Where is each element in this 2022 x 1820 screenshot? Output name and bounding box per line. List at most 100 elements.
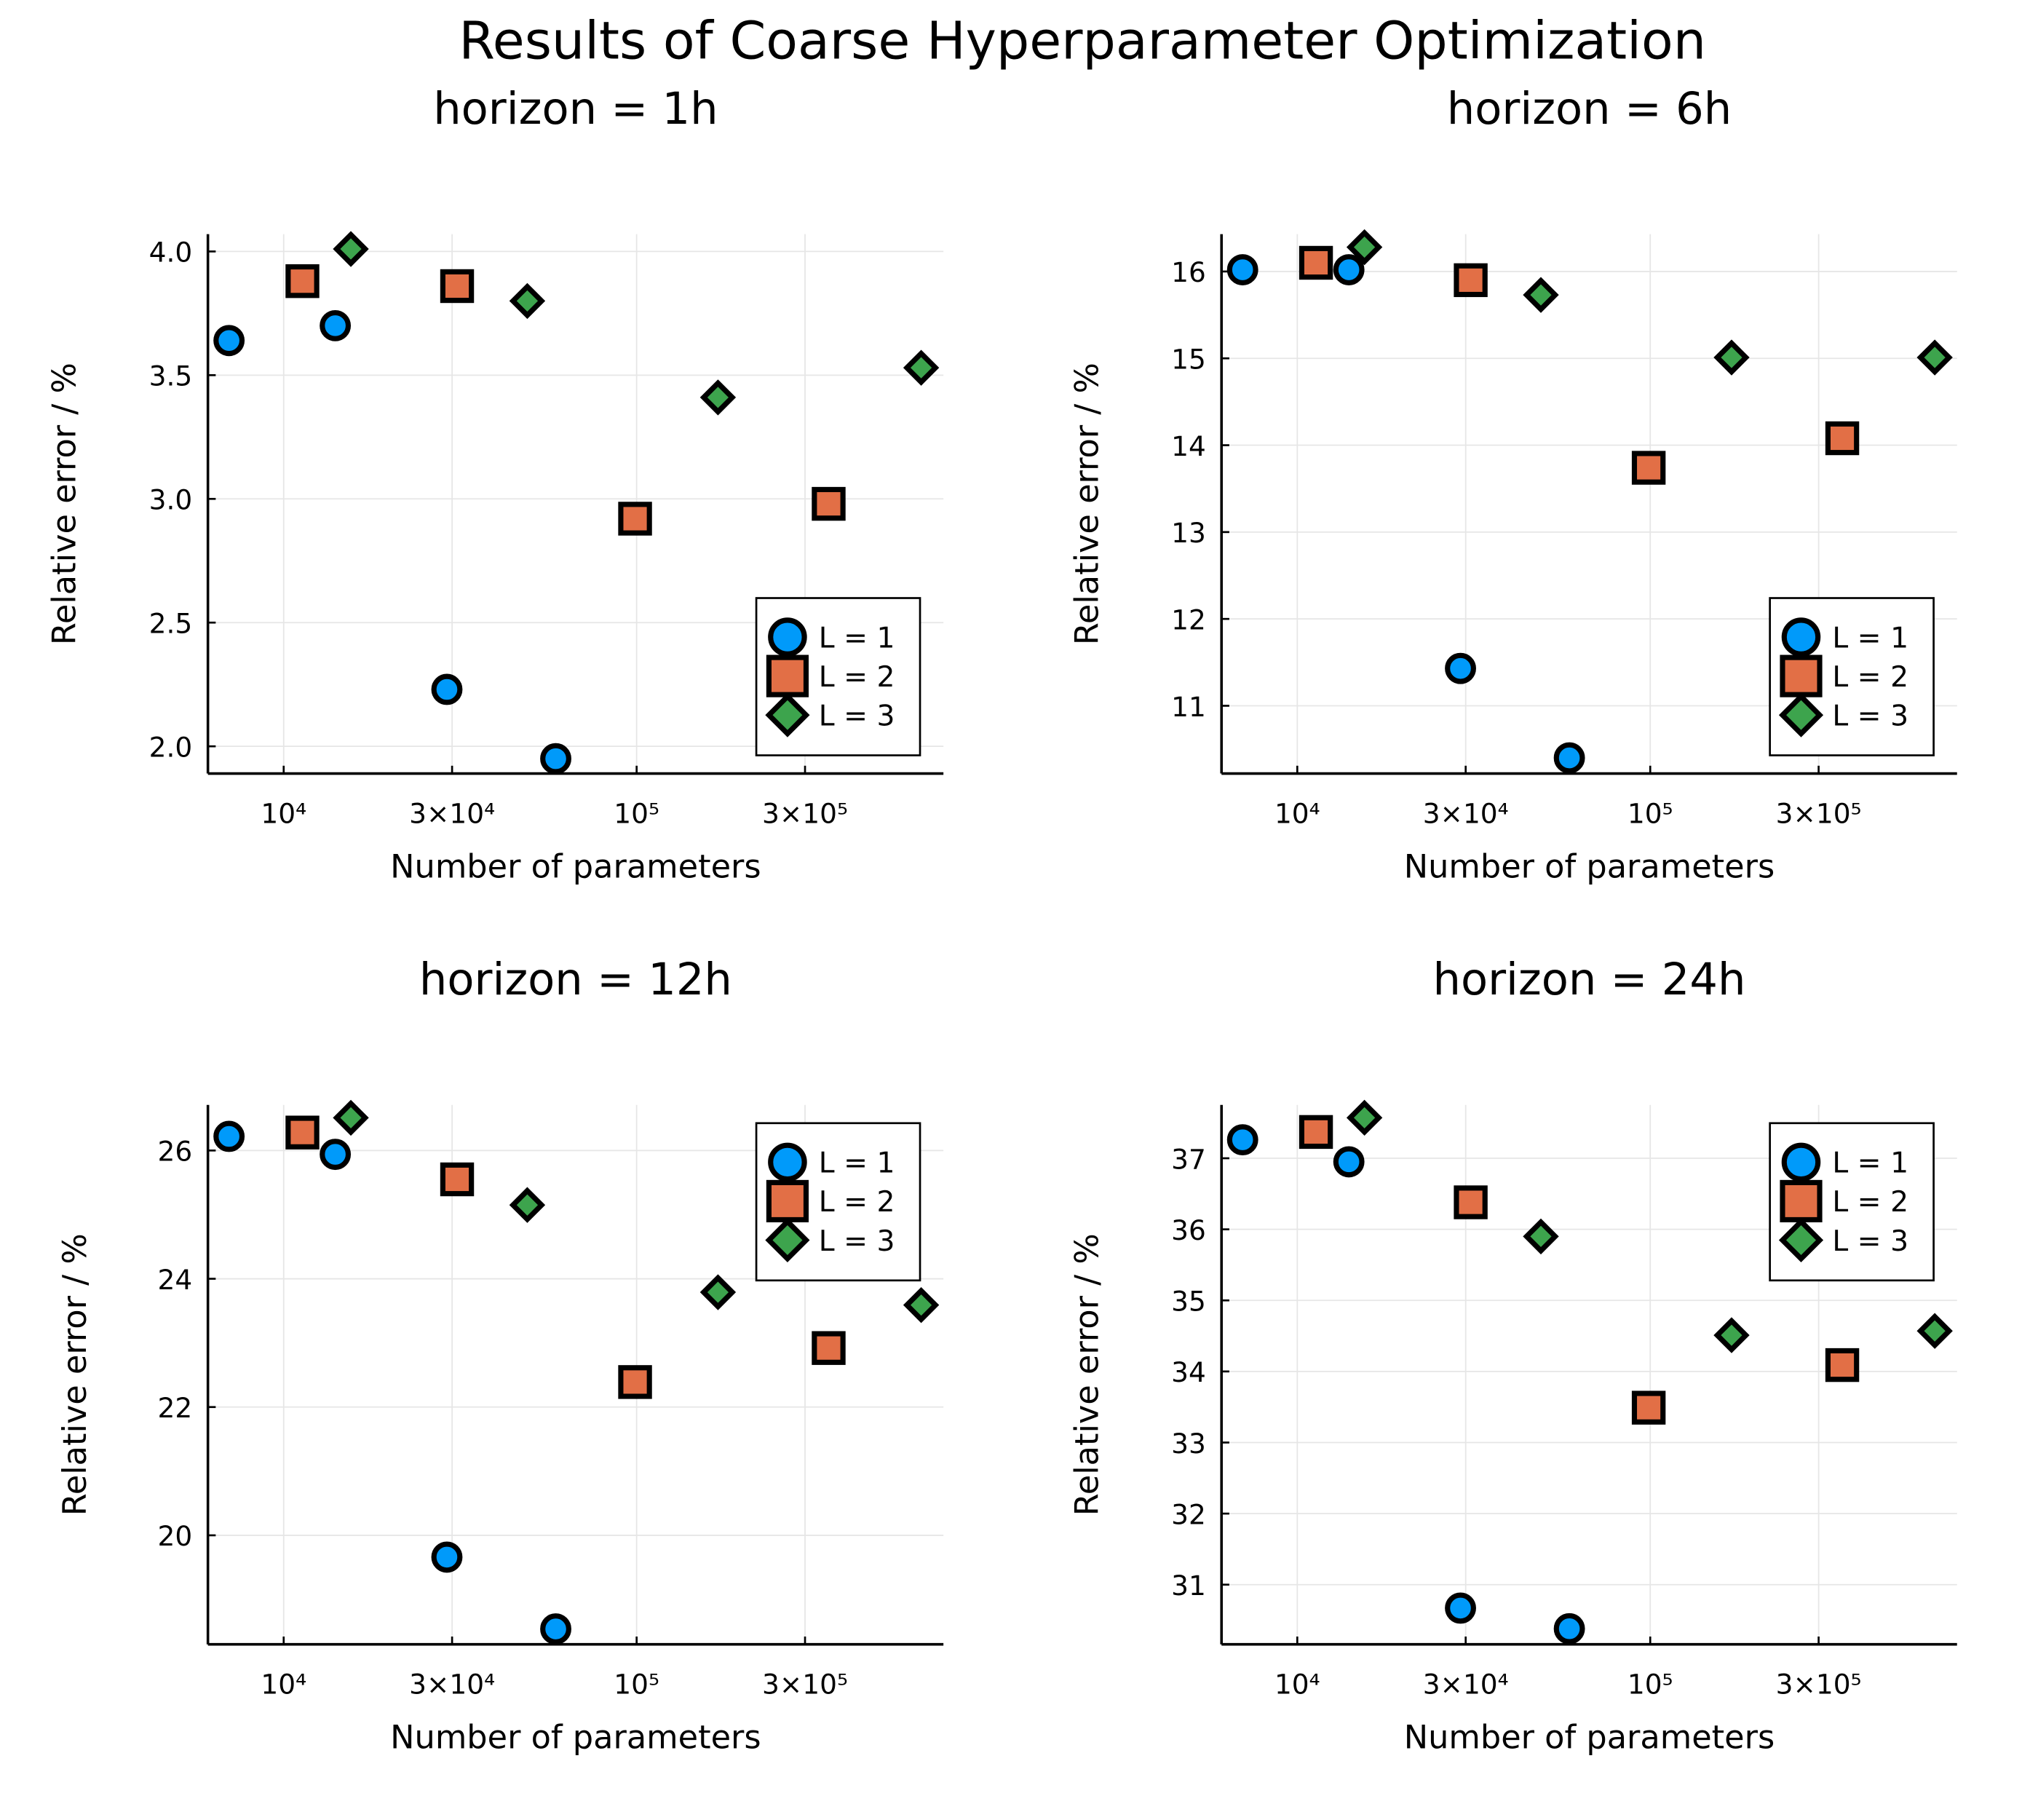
y-tick-label: 11: [1171, 691, 1206, 723]
x-tick-label: 3×10⁴: [409, 797, 495, 829]
x-tick-label: 3×10⁵: [762, 797, 848, 829]
data-point-square: [1299, 1115, 1333, 1150]
y-tick-label: 3.5: [149, 360, 193, 392]
y-axis-label: Relative error / %: [46, 363, 84, 645]
x-axis-label: Number of parameters: [390, 847, 761, 885]
data-point-circle: [431, 673, 463, 705]
legend-label: L = 1: [1832, 622, 1908, 654]
legend-marker-square: [1780, 1179, 1823, 1223]
legend: L = 1 L = 2 L = 3: [1769, 597, 1935, 756]
data-point-diamond: [699, 379, 737, 416]
y-tick-label: 24: [158, 1264, 193, 1296]
data-point-diamond: [1713, 339, 1750, 376]
data-point-circle: [431, 1541, 463, 1573]
data-point-diamond: [1916, 1313, 1953, 1349]
data-point-circle: [1553, 742, 1585, 774]
y-tick-label: 35: [1171, 1286, 1206, 1318]
legend: L = 1 L = 2 L = 3: [755, 1122, 921, 1282]
data-point-square: [440, 269, 475, 304]
subplot-title: horizon = 24h: [1432, 954, 1745, 1005]
figure-title: Results of Coarse Hyperparameter Optimiz…: [459, 11, 1706, 71]
y-tick-label: 14: [1171, 430, 1206, 462]
legend-marker-diamond: [765, 1217, 810, 1263]
legend-marker-diamond: [1778, 1217, 1824, 1263]
subplot-1: 10⁴ 3×10⁴ 10⁵ 3×10⁵ 2.0 2.5 3.0 3.5 4.0 horizon =…: [46, 84, 944, 885]
data-point-square: [1825, 421, 1860, 456]
data-point-circle: [1553, 1613, 1585, 1645]
data-point-circle: [1445, 1592, 1476, 1624]
x-tick-label: 10⁴: [1274, 1669, 1320, 1701]
legend-label: L = 3: [819, 1225, 895, 1258]
data-point-square: [285, 264, 320, 298]
y-tick-label: 2.0: [149, 731, 193, 763]
data-point-diamond: [1346, 1099, 1383, 1136]
legend-marker-square: [766, 654, 809, 697]
x-tick-label: 10⁴: [1274, 797, 1320, 829]
legend-label: L = 3: [1832, 1225, 1908, 1258]
legend-label: L = 3: [1832, 700, 1908, 732]
x-tick-label: 10⁵: [614, 797, 659, 829]
y-tick-label: 32: [1171, 1498, 1206, 1530]
x-tick-label: 10⁵: [1627, 1669, 1673, 1701]
y-tick-label: 37: [1171, 1143, 1206, 1175]
data-point-diamond: [509, 1187, 546, 1223]
y-axis-label: Relative error / %: [1069, 1233, 1106, 1516]
y-axis-label: Relative error / %: [56, 1233, 94, 1516]
legend-label: L = 1: [819, 622, 895, 654]
legend-label: L = 1: [819, 1147, 895, 1180]
y-tick-label: 31: [1171, 1570, 1206, 1602]
data-point-square: [1299, 245, 1333, 280]
legend: L = 1 L = 2 L = 3: [755, 597, 921, 756]
data-point-square: [618, 502, 652, 536]
data-point-diamond: [1713, 1317, 1750, 1353]
x-tick-label: 10⁵: [1627, 797, 1673, 829]
data-point-diamond: [1346, 229, 1383, 266]
x-axis-label: Number of parameters: [390, 1719, 761, 1757]
data-point-diamond: [699, 1274, 737, 1310]
y-tick-label: 26: [158, 1136, 193, 1168]
data-point-diamond: [1523, 1218, 1559, 1255]
data-point-diamond: [333, 231, 369, 267]
subplot-title: horizon = 6h: [1447, 84, 1732, 135]
x-tick-label: 3×10⁵: [762, 1669, 848, 1701]
x-tick-label: 3×10⁵: [1776, 797, 1862, 829]
y-axis-label: Relative error / %: [1069, 363, 1106, 645]
data-point-circle: [320, 309, 352, 341]
y-tick-label: 12: [1171, 604, 1206, 636]
data-point-diamond: [333, 1099, 369, 1136]
x-tick-label: 3×10⁴: [409, 1669, 495, 1701]
data-point-square: [1631, 1390, 1666, 1425]
legend-label: L = 3: [819, 700, 895, 732]
legend-marker-square: [766, 1179, 809, 1223]
x-tick-label: 3×10⁴: [1423, 797, 1509, 829]
data-point-circle: [320, 1139, 352, 1171]
y-tick-label: 13: [1171, 517, 1206, 549]
data-point-square: [285, 1115, 320, 1150]
data-point-circle: [1333, 1146, 1365, 1178]
subplot-title: horizon = 1h: [433, 84, 718, 135]
x-tick-label: 10⁵: [614, 1669, 659, 1701]
data-point-circle: [213, 1120, 245, 1152]
data-point-circle: [1226, 254, 1258, 285]
subplot-2: 10⁴ 3×10⁴ 10⁵ 3×10⁵ 11 12 13 14 15 16 horizon = 6h…: [1069, 84, 1957, 885]
subplot-3: 10⁴ 3×10⁴ 10⁵ 3×10⁵ 20 22 24 26 horizon = 12h Num…: [56, 954, 944, 1757]
legend: L = 1 L = 2 L = 3: [1769, 1122, 1935, 1282]
data-point-circle: [540, 743, 571, 775]
y-tick-label: 33: [1171, 1428, 1206, 1460]
y-tick-label: 34: [1171, 1356, 1206, 1388]
data-point-circle: [540, 1613, 571, 1645]
x-axis-label: Number of parameters: [1404, 1719, 1775, 1757]
subplot-title: horizon = 12h: [419, 954, 732, 1005]
legend-marker-diamond: [765, 692, 810, 737]
data-point-diamond: [1523, 277, 1559, 313]
data-point-square: [1825, 1348, 1860, 1382]
data-point-diamond: [903, 1286, 940, 1324]
x-axis-label: Number of parameters: [1404, 847, 1775, 885]
legend-label: L = 2: [819, 1186, 895, 1219]
y-tick-label: 4.0: [149, 237, 193, 269]
legend-marker-diamond: [1778, 692, 1824, 737]
data-point-square: [812, 486, 846, 521]
subplot-4: 10⁴ 3×10⁴ 10⁵ 3×10⁵ 31 32 33 34 35 36 37 horizon = …: [1069, 954, 1957, 1757]
x-tick-label: 10⁴: [261, 797, 306, 829]
